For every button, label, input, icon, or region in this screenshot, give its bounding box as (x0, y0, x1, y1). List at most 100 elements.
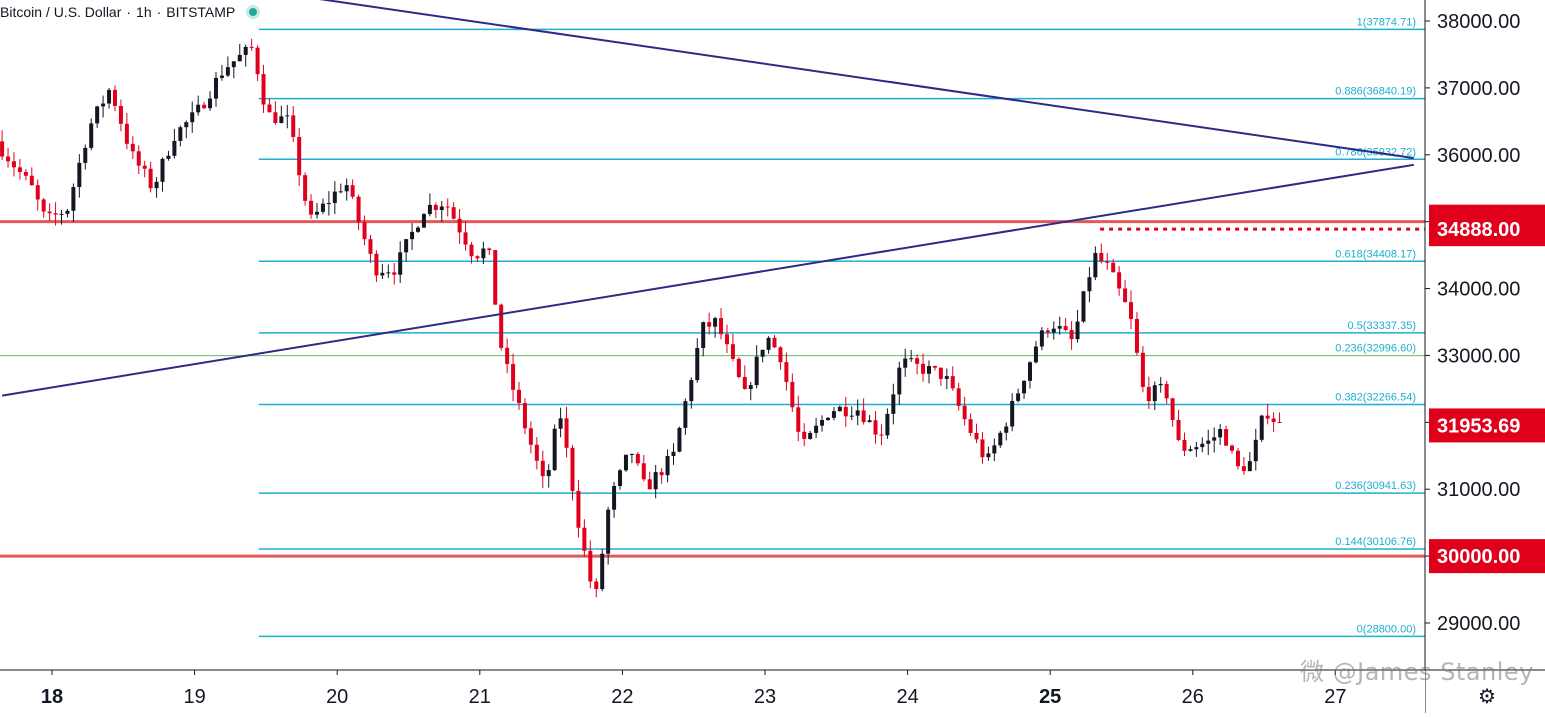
candle-body (540, 460, 545, 477)
candle-body (279, 116, 284, 123)
candle-body (1105, 261, 1110, 263)
candle-body (873, 420, 878, 435)
candle-body (956, 388, 961, 406)
candle-body (992, 445, 997, 454)
y-tick-label: 37000.00 (1437, 78, 1520, 100)
candle-body (463, 232, 468, 245)
candle-body (1129, 302, 1134, 319)
header-separator: · (156, 4, 162, 20)
candle-body (754, 356, 759, 386)
fib-level-label: 0(28800.00) (1357, 623, 1416, 635)
candle-body (6, 156, 11, 162)
candle-body (701, 322, 706, 348)
market-status-icon (249, 8, 258, 16)
y-tick-label: 29000.00 (1437, 613, 1520, 635)
candle-body (1265, 415, 1270, 419)
gear-icon[interactable]: ⚙ (1478, 686, 1496, 708)
candle-body (760, 349, 765, 357)
candle-body (249, 46, 254, 48)
trendline (319, 0, 1414, 160)
candle-body (1134, 318, 1139, 353)
candle-body (107, 89, 112, 104)
candle-body (439, 206, 444, 210)
candle-body (932, 366, 937, 368)
candle-body (326, 203, 331, 205)
candle-body (618, 470, 623, 486)
candle-body (1152, 385, 1157, 402)
symbol-name[interactable]: Bitcoin / U.S. Dollar (0, 4, 122, 20)
candle-body (570, 447, 575, 491)
candle-body (647, 479, 652, 490)
fib-level-label: 0.618(34408.17) (1335, 248, 1416, 260)
candle-body (891, 394, 896, 414)
candle-body (1027, 362, 1032, 381)
interval-label[interactable]: 1h (136, 4, 152, 20)
candle-body (1022, 380, 1027, 394)
candle-body (1224, 429, 1229, 446)
candle-body (392, 272, 397, 275)
candle-body (231, 61, 236, 68)
candle-body (855, 410, 860, 416)
candle-body (1033, 346, 1038, 363)
candle-body (41, 199, 46, 212)
candle-body (1235, 450, 1240, 467)
candle-body (1253, 439, 1258, 462)
candle-body (23, 171, 28, 176)
candle-body (1075, 321, 1080, 340)
fib-level-label: 0.382(32266.54) (1335, 392, 1416, 404)
candle-body (1051, 328, 1056, 333)
candle-body (398, 252, 403, 275)
candle-body (796, 407, 801, 432)
candle-body (427, 204, 432, 215)
candle-body (766, 337, 771, 350)
candle-body (1045, 330, 1050, 333)
candle-body (820, 420, 825, 426)
candle-body (47, 211, 52, 214)
candle-body (469, 244, 474, 257)
candle-body (1188, 449, 1193, 451)
candle-body (522, 403, 527, 429)
candle-body (843, 406, 848, 417)
candle-body (356, 196, 361, 223)
candle-body (362, 222, 367, 240)
candle-body (445, 206, 450, 208)
candle-body (742, 377, 747, 389)
candle-body (612, 485, 617, 510)
candle-body (528, 428, 533, 445)
candle-body (629, 453, 634, 455)
candle-body (772, 337, 777, 348)
candle-body (481, 248, 486, 259)
candle-body (261, 74, 266, 105)
y-tick-label: 36000.00 (1437, 145, 1520, 167)
candle-body (926, 366, 931, 374)
candle-body (837, 406, 842, 412)
candle-body (677, 427, 682, 452)
candle-body (83, 147, 88, 163)
candle-body (671, 451, 676, 457)
fib-level-label: 0.5(33337.35) (1348, 320, 1417, 332)
candle-body (831, 411, 836, 418)
candle-body (1004, 426, 1009, 433)
candle-body (89, 123, 94, 148)
candle-body (576, 490, 581, 528)
candle-body (374, 253, 379, 276)
candle-body (136, 151, 141, 166)
candle-body (1259, 415, 1264, 440)
candle-body (77, 162, 82, 188)
price-badge-label: 31953.69 (1437, 415, 1520, 437)
candle-body (1140, 352, 1145, 387)
candle-body (552, 428, 557, 471)
candle-body (1176, 419, 1181, 440)
candle-body (505, 347, 510, 365)
candle-body (594, 581, 599, 590)
y-tick-label: 31000.00 (1437, 479, 1520, 501)
price-badge-label: 34888.00 (1437, 219, 1520, 241)
candle-body (1099, 252, 1104, 262)
candle-body (1271, 418, 1276, 422)
candle-body (719, 318, 724, 335)
candle-body (95, 106, 100, 124)
candle-body (1164, 383, 1169, 399)
candle-body (166, 155, 171, 159)
